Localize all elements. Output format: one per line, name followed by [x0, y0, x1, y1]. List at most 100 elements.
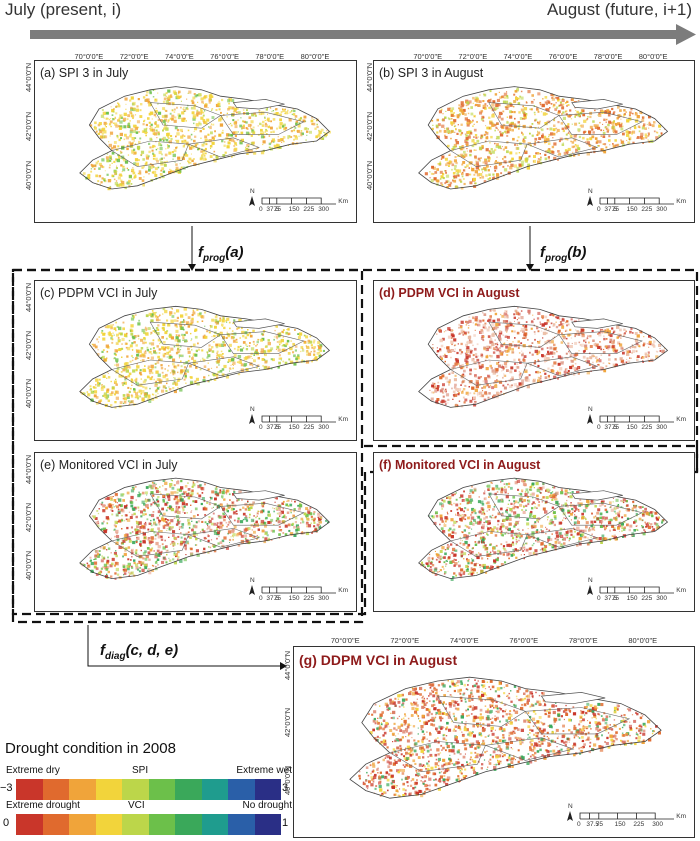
- legend-swatch-4: [95, 779, 122, 800]
- scale-tick-label: 225: [303, 595, 315, 602]
- north-arrow-icon: [567, 811, 573, 821]
- latitude-label: 40°0'0"N: [283, 765, 292, 795]
- latitude-label: 44°0'0"N: [365, 62, 374, 92]
- legend-vci-center: VCI: [128, 800, 145, 811]
- legend-swatch-7: [175, 814, 202, 835]
- region-map: [79, 86, 331, 191]
- legend-swatch-4: [95, 814, 122, 835]
- longitude-label: 70°0'0"E: [413, 52, 443, 61]
- longitude-label: 78°0'0"E: [593, 52, 623, 61]
- panel-d-title: (d) PDPM VCI in August: [379, 286, 520, 300]
- legend-swatch-10: [254, 814, 281, 835]
- scale-bar-graphic: [587, 196, 674, 206]
- scale-tick-label: 37.5: [266, 424, 280, 431]
- north-label: N: [588, 188, 593, 195]
- scale-unit: Km: [338, 416, 348, 423]
- longitude-label: 76°0'0"E: [509, 636, 539, 645]
- header-august-label: August (future, i+1): [546, 0, 692, 19]
- scale-tick-label: 75: [611, 424, 620, 431]
- scale-bar-graphic: [249, 196, 336, 206]
- fprog-a-label: fprog(a): [198, 244, 244, 264]
- scale-tick-label: 300: [656, 424, 668, 431]
- legend-swatch-1: [16, 779, 43, 800]
- scale-tick-label: 37.5: [604, 424, 618, 431]
- scale-bar-graphic: [587, 414, 674, 424]
- scale-tick-label: 300: [318, 595, 330, 602]
- scale-bar-graphic: [587, 585, 674, 595]
- legend-swatch-1: [16, 814, 43, 835]
- longitude-label: 78°0'0"E: [568, 636, 598, 645]
- legend-spi-max: 3: [282, 782, 289, 794]
- latitude-label: 44°0'0"N: [24, 62, 33, 92]
- scale-tick-label: 150: [614, 821, 626, 828]
- longitude-label: 74°0'0"E: [503, 52, 533, 61]
- scale-tick-label: 225: [641, 206, 653, 213]
- scale-tick-label: 0: [577, 821, 581, 828]
- longitude-label: 72°0'0"E: [458, 52, 488, 61]
- scale-unit: Km: [676, 198, 686, 205]
- scale-tick-label: 75: [273, 206, 282, 213]
- latitude-label: 42°0'0"N: [283, 707, 292, 738]
- scale-tick-label: 0: [597, 424, 601, 431]
- panel-c-title: (c) PDPM VCI in July: [40, 286, 158, 300]
- scale-tick-label: 75: [595, 821, 604, 828]
- legend-vci-right: No drought: [242, 800, 292, 811]
- legend-swatch-2: [42, 779, 69, 800]
- latitude-label: 40°0'0"N: [24, 160, 33, 190]
- scale-tick-label: 150: [288, 424, 300, 431]
- legend-spi-min: −3: [0, 782, 13, 794]
- north-label: N: [250, 577, 255, 584]
- legend-swatch-6: [148, 814, 175, 835]
- scale-unit: Km: [676, 813, 686, 820]
- scale-bar: N 0 37.5 75 150 225 300 Km: [586, 188, 686, 216]
- scale-tick-label: 37.5: [266, 595, 280, 602]
- north-arrow-icon: [587, 196, 593, 206]
- scale-tick-label: 300: [318, 424, 330, 431]
- longitude-label: 74°0'0"E: [449, 636, 479, 645]
- legend-swatch-2: [42, 814, 69, 835]
- legend-swatch-10: [254, 779, 281, 800]
- scale-tick-label: 150: [288, 595, 300, 602]
- legend-vci-left: Extreme drought: [6, 800, 80, 811]
- legend-swatch-9: [228, 779, 255, 800]
- scale-tick-label: 75: [273, 595, 282, 602]
- scale-tick-label: 225: [641, 424, 653, 431]
- latitude-label: 40°0'0"N: [24, 550, 33, 580]
- longitude-label: 70°0'0"E: [74, 52, 104, 61]
- legend-swatch-8: [201, 814, 228, 835]
- north-arrow-icon: [249, 196, 255, 206]
- header-july-label: July (present, i): [5, 0, 122, 19]
- scale-tick-label: 300: [656, 595, 668, 602]
- latitude-label: 44°0'0"N: [24, 282, 33, 312]
- longitude-label: 80°0'0"E: [628, 636, 658, 645]
- longitude-label: 76°0'0"E: [548, 52, 578, 61]
- region-map: [418, 305, 669, 408]
- scale-tick-label: 37.5: [266, 206, 280, 213]
- latitude-label: 44°0'0"N: [283, 650, 292, 680]
- north-label: N: [250, 406, 255, 413]
- scale-bar-graphic: [567, 811, 674, 821]
- legend-vci-colorbar: [16, 814, 281, 835]
- scale-unit: Km: [338, 198, 348, 205]
- north-arrow-icon: [249, 585, 255, 595]
- legend-swatch-3: [69, 814, 96, 835]
- scale-tick-label: 225: [303, 206, 315, 213]
- fdiag-label: fdiag(c, d, e): [100, 642, 179, 662]
- longitude-label: 72°0'0"E: [119, 52, 149, 61]
- scale-bar: N 0 37.5 75 150 225 300 Km: [248, 577, 348, 605]
- scale-tick-label: 0: [259, 595, 263, 602]
- scale-unit: Km: [338, 587, 348, 594]
- scale-tick-label: 150: [288, 206, 300, 213]
- panel-g-ddpm-august: (g) DDPM VCI in August N 0 37.5 75 150 225 300…: [293, 646, 695, 838]
- scale-tick-label: 0: [597, 595, 601, 602]
- legend-swatch-6: [148, 779, 175, 800]
- scale-tick-label: 75: [611, 206, 620, 213]
- legend-swatch-5: [122, 779, 149, 800]
- scale-tick-label: 37.5: [604, 595, 618, 602]
- scale-bar: N 0 37.5 75 150 225 300 Km: [248, 188, 348, 216]
- scale-tick-label: 225: [641, 595, 653, 602]
- legend-swatch-5: [122, 814, 149, 835]
- panel-b-title: (b) SPI 3 in August: [379, 66, 484, 80]
- scale-tick-label: 150: [626, 206, 638, 213]
